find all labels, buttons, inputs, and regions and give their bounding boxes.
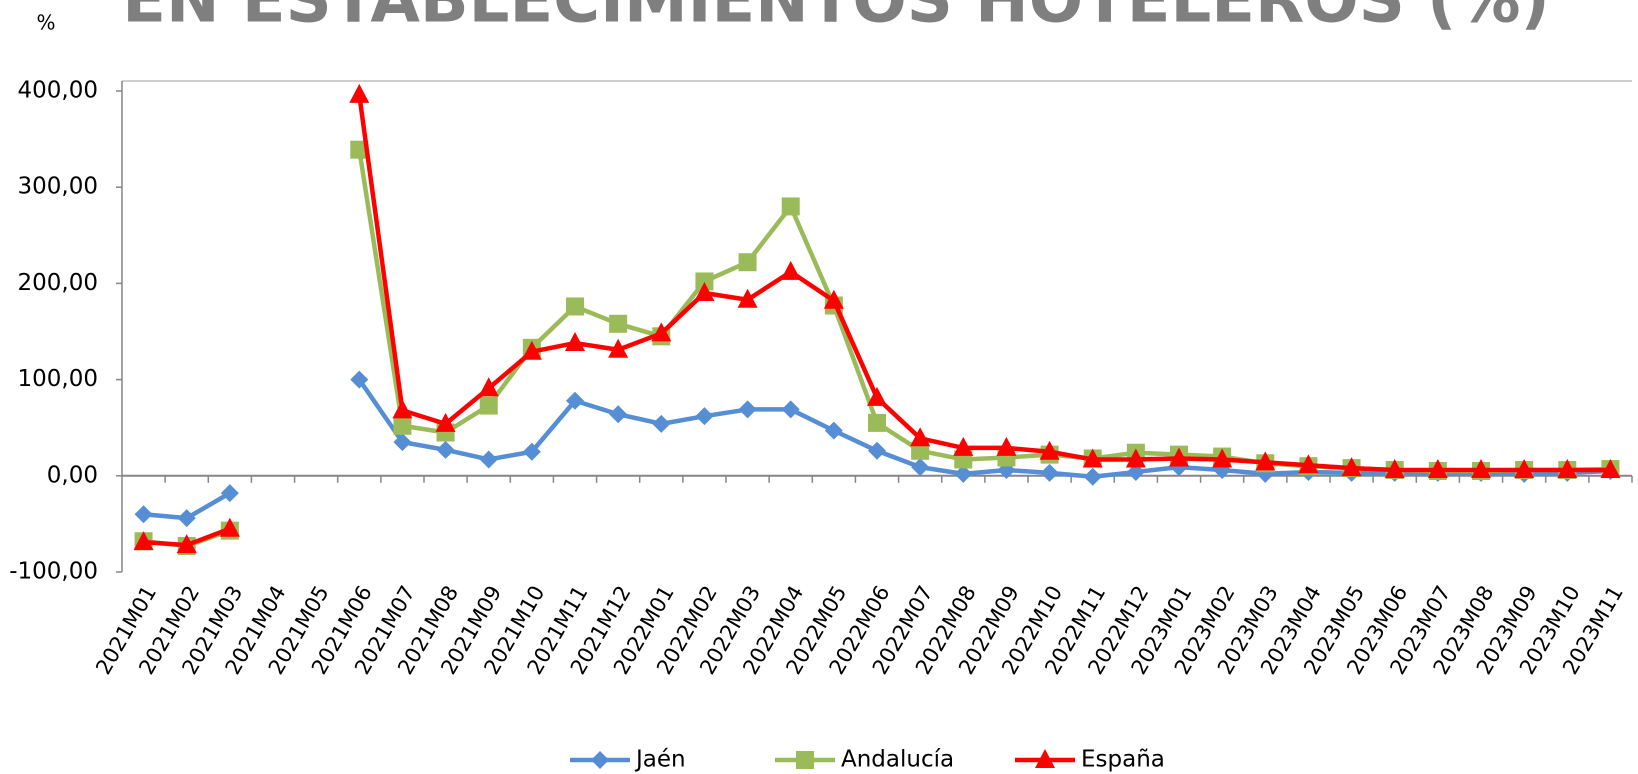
data-point	[220, 484, 239, 503]
y-tick-label: 0,00	[47, 462, 98, 488]
data-point	[953, 436, 974, 456]
data-point	[134, 505, 153, 524]
data-point	[1341, 457, 1362, 477]
data-point	[1083, 467, 1102, 486]
data-point	[780, 260, 801, 280]
data-point	[911, 458, 930, 477]
data-point	[738, 400, 757, 419]
data-point	[910, 427, 931, 447]
data-point	[1557, 459, 1578, 479]
data-point	[1169, 447, 1189, 467]
data-point	[133, 531, 154, 551]
data-point	[1600, 459, 1621, 479]
data-point	[695, 272, 714, 291]
data-point	[737, 288, 758, 308]
data-point	[436, 440, 455, 459]
data-point	[350, 140, 369, 159]
data-point	[824, 421, 843, 440]
data-point	[350, 370, 369, 389]
y-tick-label: -100,00	[9, 559, 98, 585]
data-point	[608, 338, 629, 358]
data-point	[868, 413, 886, 432]
data-point	[219, 517, 240, 537]
data-point	[349, 83, 370, 103]
data-point	[911, 441, 930, 460]
data-point	[177, 509, 196, 528]
data-point	[651, 322, 672, 342]
data-point	[1298, 454, 1319, 474]
data-point	[566, 391, 584, 410]
data-point	[1384, 459, 1405, 479]
data-point	[868, 441, 886, 460]
data-point	[566, 297, 584, 316]
data-point	[1212, 448, 1233, 468]
legend-label: España	[1081, 747, 1165, 773]
data-point	[823, 289, 844, 309]
data-point	[479, 450, 498, 469]
data-point	[176, 534, 197, 554]
data-point	[393, 433, 412, 452]
data-point	[1514, 459, 1535, 479]
data-point	[1471, 459, 1491, 479]
data-point	[392, 399, 413, 419]
data-point	[781, 400, 800, 419]
data-point	[1255, 451, 1276, 471]
data-point	[522, 442, 541, 461]
data-point	[1039, 440, 1060, 460]
data-point	[479, 396, 498, 415]
data-point	[1126, 462, 1145, 481]
data-point	[609, 314, 628, 333]
data-point	[738, 253, 757, 272]
y-axis-label: %	[36, 11, 55, 35]
data-point	[867, 386, 887, 406]
data-point	[652, 414, 671, 433]
y-tick-label: 100,00	[18, 366, 98, 392]
data-point	[521, 340, 542, 360]
data-point	[695, 407, 714, 426]
data-point	[1082, 448, 1103, 468]
legend-marker	[591, 751, 609, 769]
data-point	[393, 416, 412, 435]
legend-label: Andalucía	[841, 747, 954, 773]
y-tick-label: 200,00	[18, 270, 98, 296]
data-point	[954, 464, 973, 483]
series-line	[143, 149, 1611, 549]
legend-label: Jaén	[634, 747, 686, 773]
chart-title: EN ESTABLECIMIENTOS HOTELEROS (%)	[122, 0, 1549, 38]
data-point	[1040, 463, 1059, 482]
data-point	[565, 332, 585, 352]
data-point	[478, 377, 499, 397]
data-point	[435, 412, 456, 432]
data-point	[1427, 459, 1448, 479]
legend-marker	[796, 751, 814, 769]
legend-marker	[1035, 749, 1055, 768]
y-tick-label: 400,00	[18, 78, 98, 104]
data-point	[781, 197, 800, 216]
data-point	[1125, 448, 1146, 468]
data-point	[609, 405, 628, 424]
y-tick-label: 300,00	[18, 174, 98, 200]
data-point	[694, 282, 715, 302]
data-point	[996, 436, 1017, 456]
